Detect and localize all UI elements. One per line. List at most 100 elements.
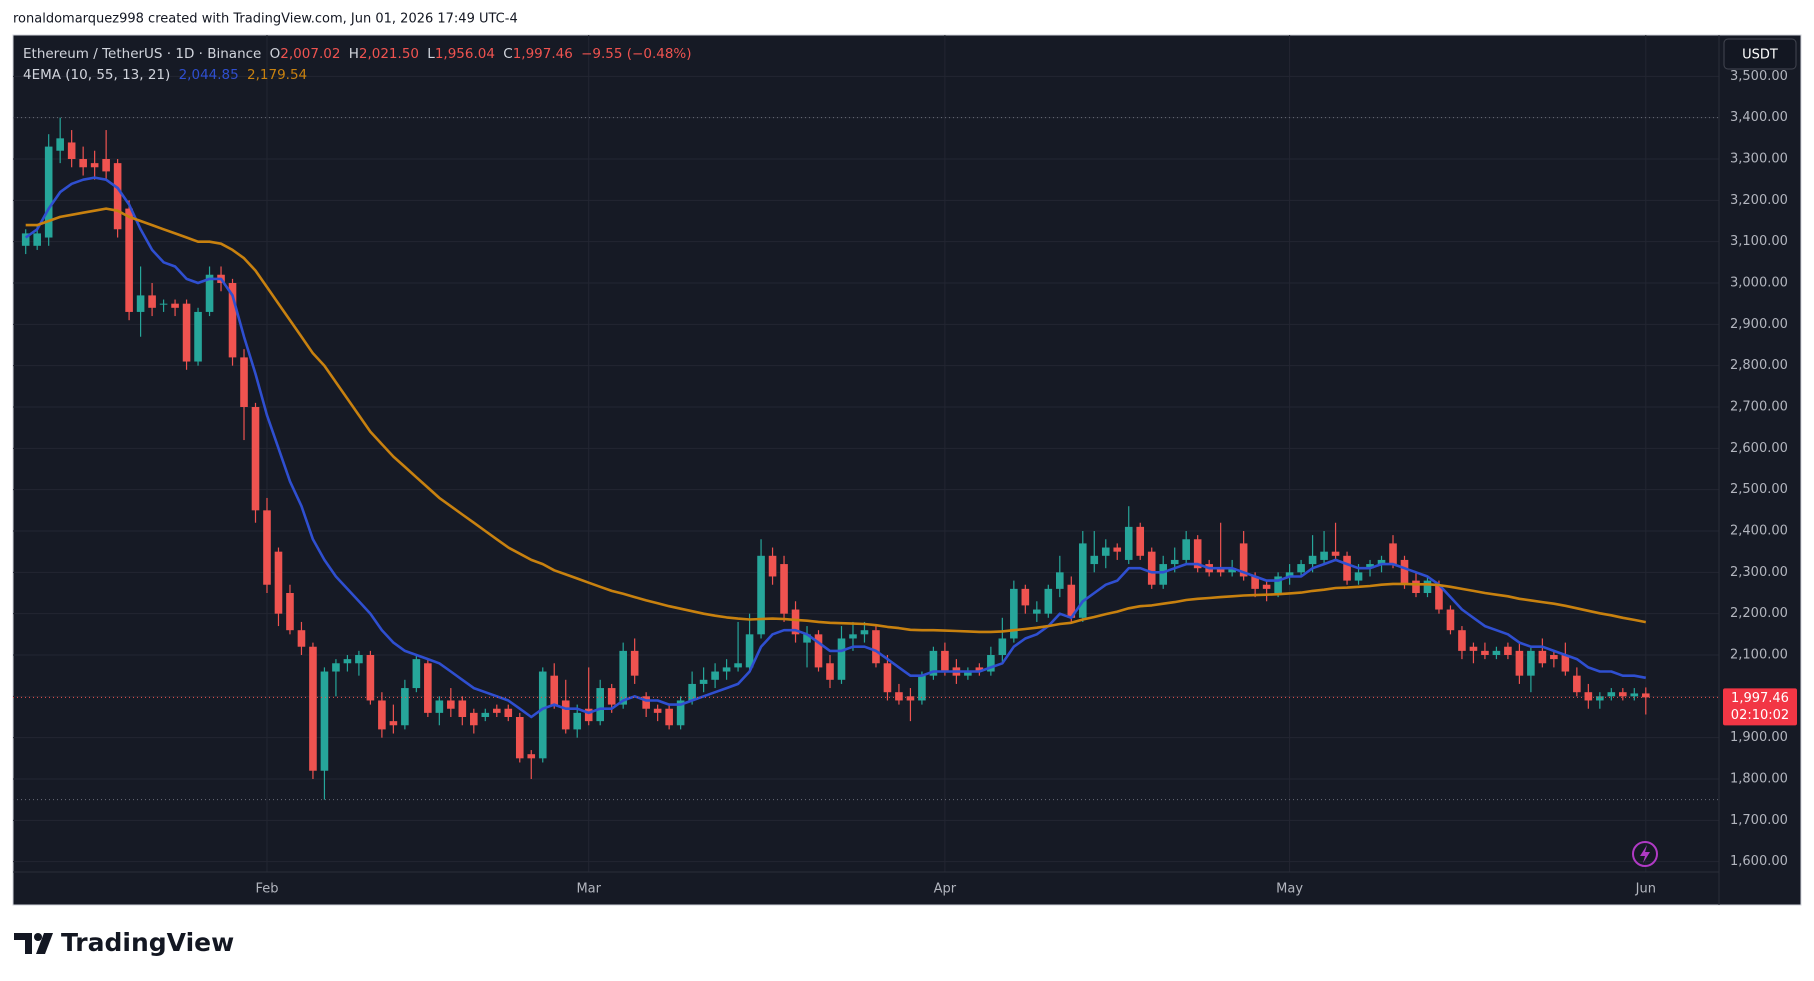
candle-body	[1124, 526, 1133, 560]
candle-body	[1550, 655, 1558, 660]
currency-button[interactable]	[1723, 38, 1797, 70]
candle-body	[56, 138, 64, 151]
y-tick-label: 1,800.00	[1730, 772, 1788, 787]
candle-body	[389, 721, 398, 726]
candle-body	[205, 274, 214, 312]
candle-body	[309, 646, 317, 771]
candle-body	[1320, 551, 1328, 560]
candle-body	[1078, 543, 1087, 618]
candle-body	[803, 634, 811, 643]
currency-button-label[interactable]: USDT	[1742, 48, 1778, 63]
candle-body	[1538, 650, 1547, 664]
y-tick-label: 3,200.00	[1730, 193, 1788, 208]
candle-body	[619, 650, 627, 705]
candle-body	[481, 712, 490, 717]
y-tick-label: 2,300.00	[1730, 565, 1788, 580]
candle-body	[21, 233, 30, 246]
candle-body	[515, 717, 524, 759]
candle-body	[814, 634, 823, 668]
candle-body	[435, 700, 444, 713]
candle-body	[630, 650, 639, 676]
candle-body	[860, 630, 869, 635]
high-value: 2,021.50	[359, 46, 419, 62]
candle-body	[1400, 559, 1409, 585]
change-value: −9.55 (−0.48%)	[581, 46, 691, 62]
candle-body	[33, 233, 41, 246]
candle-body	[297, 630, 306, 647]
candle-body	[90, 163, 99, 168]
candle-body	[1641, 693, 1650, 698]
y-tick-label: 2,800.00	[1730, 358, 1788, 373]
candle-body	[1308, 555, 1317, 565]
candle-body	[550, 675, 559, 705]
candle-body	[1412, 580, 1420, 593]
y-tick-label: 2,500.00	[1730, 482, 1788, 497]
candle-body	[1021, 588, 1030, 606]
y-tick-label: 2,900.00	[1730, 317, 1788, 332]
candle-body	[1366, 564, 1374, 569]
candle-body	[1607, 692, 1616, 697]
candle-body	[424, 663, 432, 713]
candle-body	[470, 712, 478, 726]
candle-body	[987, 655, 995, 672]
logo-shape	[36, 933, 53, 954]
candle-body	[1170, 559, 1179, 565]
candle-body	[1446, 609, 1455, 631]
candle-body	[573, 712, 582, 730]
y-tick-label: 3,300.00	[1730, 152, 1788, 167]
candle-body	[1297, 564, 1305, 573]
open-value: 2,007.02	[280, 46, 340, 62]
candle-body	[1090, 555, 1099, 565]
candle-body	[734, 663, 742, 668]
candle-body	[1573, 675, 1581, 693]
y-tick-label: 2,700.00	[1730, 400, 1788, 415]
y-tick-label: 2,100.00	[1730, 648, 1788, 663]
close-key: C	[503, 46, 512, 62]
candle-body	[1101, 547, 1110, 556]
y-tick-label: 2,200.00	[1730, 606, 1788, 621]
countdown-label: 02:10:02	[1731, 708, 1789, 723]
candle-body	[79, 159, 87, 168]
y-tick-label: 2,400.00	[1730, 524, 1788, 539]
candle-body	[492, 708, 501, 713]
icon-bolt[interactable]	[1640, 845, 1650, 863]
y-tick-label: 3,500.00	[1730, 69, 1788, 84]
candle-body	[159, 303, 168, 305]
x-tick-label: Apr	[934, 882, 957, 897]
candle-body	[1561, 655, 1570, 672]
candle-body	[1182, 539, 1190, 560]
candle-body	[964, 671, 972, 676]
candle-body	[791, 609, 800, 635]
x-tick-label: Feb	[255, 882, 278, 897]
candle-body	[504, 708, 513, 717]
y-tick-label: 1,600.00	[1730, 854, 1788, 869]
candle-body	[67, 142, 76, 159]
candle-body	[1262, 584, 1271, 589]
candle-body	[263, 510, 271, 585]
candle-body	[1331, 551, 1340, 556]
x-tick-label: Mar	[576, 882, 601, 897]
candle-body	[711, 671, 719, 680]
candle-body	[1458, 630, 1466, 651]
candle-body	[228, 283, 237, 358]
candle-body	[1596, 696, 1604, 701]
candle-body	[447, 700, 455, 709]
replay-icon[interactable]	[1632, 841, 1658, 867]
candle-body	[941, 650, 949, 672]
candle-body	[975, 667, 984, 672]
candle-body	[1274, 576, 1282, 593]
low-key: L	[427, 46, 435, 62]
icon-ring[interactable]	[1632, 841, 1658, 867]
indicator-line: 4EMA (10, 55, 13, 21) 2,044.85 2,179.54	[23, 67, 307, 83]
candle-body	[412, 659, 421, 689]
candle-body	[883, 663, 892, 693]
candle-body	[1067, 584, 1076, 618]
y-tick-label: 1,700.00	[1730, 813, 1788, 828]
candle-body	[1228, 568, 1236, 573]
high-key: H	[349, 46, 359, 62]
ema-line	[24, 176, 1647, 719]
candle-body	[1492, 650, 1501, 655]
candle-body	[1044, 588, 1053, 614]
candle-body	[1630, 693, 1639, 697]
legend-line: Ethereum / TetherUS · 1D · Binance O2,00…	[23, 46, 692, 62]
